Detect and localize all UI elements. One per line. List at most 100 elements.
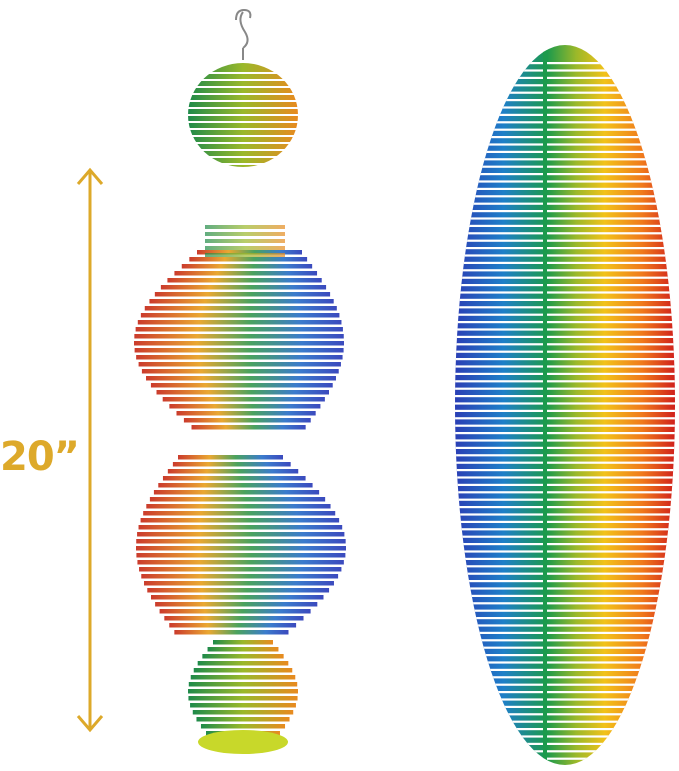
spinner-slat — [197, 661, 289, 666]
slat-gap — [455, 705, 675, 708]
spinner-slat — [196, 717, 290, 722]
slat-gap — [455, 254, 675, 257]
slat-gap — [455, 550, 675, 553]
spinner-slat — [192, 710, 294, 715]
spinner-slat — [139, 567, 342, 572]
slat-gap — [455, 661, 675, 664]
slat-gap — [455, 387, 675, 390]
slat-gap — [455, 113, 675, 116]
slat-gap — [455, 617, 675, 620]
spinner-slat — [200, 724, 286, 729]
spinner-slat — [207, 647, 279, 652]
spinner-slat — [141, 369, 339, 374]
spinner-slat — [197, 250, 302, 255]
slat-gap — [455, 84, 675, 87]
spinner-slat — [178, 455, 283, 460]
slat-gap — [455, 765, 675, 767]
slat-gap — [455, 491, 675, 494]
slat-gap — [455, 150, 675, 153]
slat-gap — [455, 195, 675, 198]
spinner-slat — [149, 497, 326, 502]
spinner-slat — [135, 327, 343, 332]
slat-gap — [455, 535, 675, 538]
spinner-slat — [134, 348, 344, 353]
slat-gap — [455, 409, 675, 412]
spinner-slat — [202, 654, 284, 659]
slat-gap — [455, 321, 675, 324]
slat-gap — [455, 350, 675, 353]
slat-gap — [455, 639, 675, 642]
slat-gap — [455, 602, 675, 605]
spinner-slat — [136, 539, 346, 544]
slat-gap — [455, 269, 675, 272]
spinner-slat — [174, 630, 289, 635]
slat-gap — [455, 224, 675, 227]
slat-gap — [455, 750, 675, 753]
slat-gap — [455, 432, 675, 435]
spinner-slat — [144, 581, 334, 586]
spinner-slat — [156, 390, 329, 395]
slat-gap — [455, 173, 675, 176]
slat-gap — [455, 742, 675, 745]
spinner-slat — [183, 418, 311, 423]
spinner-slat — [137, 532, 345, 537]
spinner-slat — [155, 602, 318, 607]
slat-gap — [455, 713, 675, 716]
spinner-slat — [164, 616, 304, 621]
spinner-slat — [144, 306, 337, 311]
slat-gap — [455, 483, 675, 486]
slat-gap — [455, 121, 675, 124]
slat-gap — [455, 106, 675, 109]
slat-gap — [455, 757, 675, 760]
slat-gap — [455, 646, 675, 649]
slat-gap — [455, 476, 675, 479]
slat-gap — [455, 543, 675, 546]
slat-gap — [455, 557, 675, 560]
spinner-slat — [176, 411, 316, 416]
flat-oval-spinner — [455, 45, 675, 767]
spinner-slat — [138, 362, 341, 367]
slat-gap — [455, 202, 675, 205]
slat-gap — [455, 580, 675, 583]
spinner-slat — [169, 404, 321, 409]
spinner-slat — [158, 483, 313, 488]
slat-gap — [455, 587, 675, 590]
slat-gap — [455, 402, 675, 405]
slat-gap — [455, 136, 675, 139]
slat-gap — [455, 284, 675, 287]
hanging-hook — [235, 8, 252, 60]
spinner-slat — [188, 682, 298, 687]
bottom-disc — [198, 730, 288, 754]
slat-gap — [455, 461, 675, 464]
slat-gap — [455, 69, 675, 72]
spinner-slat — [137, 560, 344, 565]
spinner-slat — [162, 397, 325, 402]
center-spine — [543, 45, 547, 765]
spinner-slat — [141, 574, 339, 579]
spinner-slat — [138, 525, 343, 530]
slat-gap — [455, 180, 675, 183]
spinner-slat — [147, 588, 330, 593]
spinner-slat — [213, 640, 273, 645]
slat-gap — [455, 210, 675, 213]
spinner-slat — [189, 257, 308, 262]
slat-gap — [455, 720, 675, 723]
spinner-slat — [140, 518, 340, 523]
slat-gap — [455, 513, 675, 516]
slat-gap — [455, 594, 675, 597]
slat-gap — [455, 654, 675, 657]
slat-gap — [455, 735, 675, 738]
slat-gap — [455, 232, 675, 235]
spinner-slat — [159, 609, 311, 614]
spinner-slat — [146, 376, 336, 381]
spinner-slat — [162, 476, 306, 481]
spinner-slat — [188, 689, 298, 694]
spinner-slat — [160, 285, 327, 290]
spinner-slat — [146, 504, 331, 509]
spinner-slat — [149, 299, 334, 304]
spinner-slat — [137, 320, 342, 325]
spinner-slat — [167, 278, 322, 283]
slat-gap — [455, 691, 675, 694]
slat-gap — [455, 358, 675, 361]
